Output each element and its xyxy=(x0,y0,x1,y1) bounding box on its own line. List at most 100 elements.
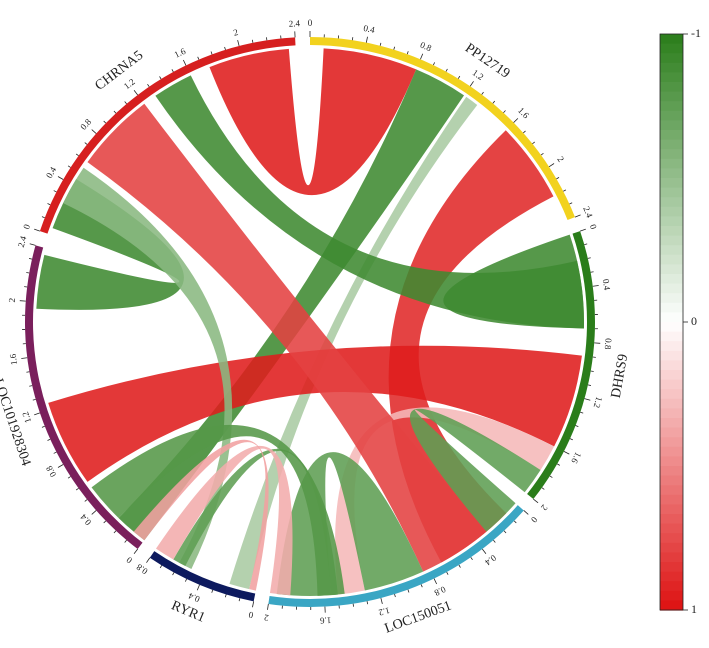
colorbar-step-13 xyxy=(660,158,683,169)
tick-mark-LOC101928304-7 xyxy=(67,476,71,479)
tick-mark-CHRNA5-8 xyxy=(91,129,97,134)
colorbar-label-1: 1 xyxy=(691,602,697,616)
tick-mark-PP12719-7 xyxy=(406,51,409,55)
tick-label-RYR1-0: 0 xyxy=(247,610,254,621)
tick-mark-PP12719-14 xyxy=(492,100,496,104)
tick-mark-LOC101928304-8 xyxy=(57,464,64,468)
colorbar-step-53 xyxy=(660,542,683,553)
tick-mark-LOC150051-10 xyxy=(407,589,410,593)
tick-mark-LOC150051-9 xyxy=(420,584,423,588)
tick-mark-CHRNA5-20 xyxy=(237,40,240,47)
tick-mark-DHRS9-18 xyxy=(549,475,553,478)
tick-mark-LOC101928304-23 xyxy=(29,258,33,260)
tick-label-LOC101928304-2.4: 2.4 xyxy=(16,234,29,248)
tick-mark-LOC101928304-0 xyxy=(133,548,139,555)
tick-label-DHRS9-0.8: 0.8 xyxy=(603,338,614,350)
tick-mark-DHRS9-11 xyxy=(587,384,591,386)
chord-link-DHRS9-LOC150051-8 xyxy=(409,408,541,532)
chord-link-CHRNA5-RYR1-11 xyxy=(63,167,233,569)
tick-label-CHRNA5-1.2: 1.2 xyxy=(122,77,137,92)
chord-link-CHRNA5-LOC101928304-10 xyxy=(36,179,184,310)
tick-mark-CHRNA5-17 xyxy=(197,56,200,60)
colorbar-step-55 xyxy=(660,562,683,573)
tick-mark-LOC150051-11 xyxy=(394,594,396,598)
chord-link-RYR1-LOC101928304-16 xyxy=(133,439,269,591)
tick-mark-RYR1-5 xyxy=(184,578,187,582)
tick-mark-LOC150051-2 xyxy=(503,530,507,534)
tick-mark-DHRS9-15 xyxy=(569,438,573,441)
tick-mark-LOC150051-8 xyxy=(433,578,438,585)
tick-mark-LOC150051-1 xyxy=(513,520,517,524)
colorbar-step-51 xyxy=(660,523,683,534)
tick-label-CHRNA5-2: 2 xyxy=(232,27,239,38)
tick-label-PP12719-0.8: 0.8 xyxy=(419,40,434,54)
colorbar-step-9 xyxy=(660,120,683,131)
tick-mark-LOC150051-20 xyxy=(267,603,269,610)
tick-mark-RYR1-0 xyxy=(252,601,255,608)
tick-mark-PP12719-17 xyxy=(523,130,526,134)
colorbar: -1 0 1 xyxy=(659,26,701,616)
tick-mark-LOC101928304-5 xyxy=(84,499,88,502)
tick-label-LOC150051-0.8: 0.8 xyxy=(432,584,447,598)
chord-links xyxy=(36,48,584,596)
tick-mark-PP12719-13 xyxy=(481,91,484,95)
tick-mark-DHRS9-0 xyxy=(579,228,586,232)
sector-label-LOC150051: LOC150051 xyxy=(383,598,454,636)
tick-label-PP12719-2: 2 xyxy=(555,155,566,164)
sector-arc-LOC150051 xyxy=(268,505,524,607)
colorbar-step-8 xyxy=(660,110,683,121)
tick-label-RYR1-0.4: 0.4 xyxy=(187,591,202,605)
tick-mark-PP12719-4 xyxy=(365,36,368,43)
tick-mark-LOC101928304-12 xyxy=(34,412,41,416)
colorbar-step-32 xyxy=(660,341,683,352)
tick-label-PP12719-1.2: 1.2 xyxy=(471,67,486,82)
tick-label-LOC150051-2: 2 xyxy=(263,612,269,623)
tick-mark-PP12719-12 xyxy=(469,81,474,87)
tick-mark-DHRS9-14 xyxy=(575,425,579,427)
tick-mark-CHRNA5-3 xyxy=(53,190,57,193)
colorbar-step-43 xyxy=(660,446,683,457)
tick-label-CHRNA5-2.4: 2.4 xyxy=(288,18,300,29)
tick-mark-CHRNA5-21 xyxy=(251,39,254,43)
colorbar-step-37 xyxy=(660,389,683,400)
colorbar-step-48 xyxy=(660,494,683,505)
tick-label-PP12719-0.4: 0.4 xyxy=(363,23,376,35)
chord-link-DHRS9-CHRNA5-5 xyxy=(155,75,584,329)
colorbar-step-24 xyxy=(660,264,683,275)
tick-label-LOC150051-0: 0 xyxy=(529,515,540,525)
colorbar-step-20 xyxy=(660,226,683,237)
tick-mark-DHRS9-13 xyxy=(580,411,584,414)
colorbar-step-19 xyxy=(660,216,683,227)
tick-mark-LOC150051-12 xyxy=(380,597,383,604)
tick-mark-CHRNA5-13 xyxy=(147,83,150,87)
chord-link-CHRNA5-LOC150051-9 xyxy=(87,103,487,572)
colorbar-step-54 xyxy=(660,552,683,563)
tick-mark-CHRNA5-7 xyxy=(84,142,88,145)
colorbar-step-22 xyxy=(660,245,683,256)
tick-mark-LOC150051-6 xyxy=(458,564,461,568)
tick-mark-PP12719-11 xyxy=(457,75,461,79)
colorbar-step-6 xyxy=(660,91,683,102)
tick-label-LOC101928304-2: 2 xyxy=(7,297,17,302)
tick-mark-LOC101928304-3 xyxy=(103,520,107,524)
tick-mark-LOC101928304-16 xyxy=(21,357,28,359)
tick-mark-PP12719-19 xyxy=(540,153,544,156)
tick-mark-CHRNA5-11 xyxy=(124,101,127,105)
colorbar-step-16 xyxy=(660,187,683,198)
tick-label-DHRS9-0: 0 xyxy=(588,223,599,231)
colorbar-step-7 xyxy=(660,101,683,112)
tick-mark-LOC101928304-15 xyxy=(26,371,30,373)
tick-mark-PP12719-23 xyxy=(569,202,573,205)
tick-mark-DHRS9-4 xyxy=(592,285,599,287)
colorbar-step-56 xyxy=(660,571,683,582)
tick-mark-LOC150051-13 xyxy=(366,601,369,605)
chord-link-LOC150051-RYR1-13 xyxy=(173,448,338,596)
colorbar-step-38 xyxy=(660,398,683,409)
tick-label-LOC101928304-0.8: 0.8 xyxy=(44,464,59,479)
colorbar-step-40 xyxy=(660,418,683,429)
colorbar-step-17 xyxy=(660,197,683,208)
tick-label-DHRS9-2: 2 xyxy=(539,503,550,513)
tick-mark-LOC101928304-14 xyxy=(29,385,33,387)
tick-mark-PP12719-24 xyxy=(574,214,581,218)
colorbar-step-14 xyxy=(660,168,683,179)
